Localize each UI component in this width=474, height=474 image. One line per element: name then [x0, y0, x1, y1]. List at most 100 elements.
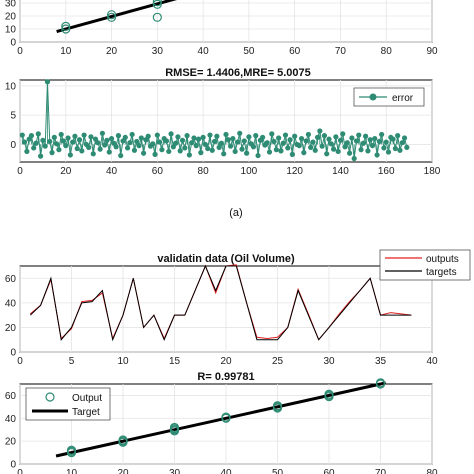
y-tick-label: 20	[5, 12, 17, 23]
error-point	[395, 133, 401, 139]
x-tick-label: 25	[272, 356, 284, 367]
error-point	[113, 144, 119, 150]
y-tick-label: 0	[10, 38, 16, 49]
legend-target-label: Target	[72, 407, 100, 418]
x-tick-label: 80	[426, 468, 438, 474]
output-point	[106, 10, 117, 20]
error-point	[40, 137, 46, 143]
error-point	[287, 137, 293, 143]
error-point	[173, 140, 179, 146]
error-point	[97, 146, 103, 152]
error-point	[124, 145, 131, 151]
error-point	[239, 146, 245, 152]
error-point	[214, 133, 220, 139]
error-point	[198, 150, 204, 156]
y-tick-label: 0	[10, 348, 16, 359]
output-point	[221, 412, 231, 422]
error-point	[308, 144, 314, 150]
regression-plot-title: R= 0.99781	[197, 371, 254, 383]
x-tick-label: 40	[106, 166, 118, 177]
x-tick-label: 100	[241, 166, 258, 177]
x-tick-label: 20	[220, 356, 232, 367]
error-point	[234, 139, 241, 145]
error-point	[51, 134, 57, 140]
x-tick-label: 0	[17, 356, 23, 367]
targets-series-line	[29, 264, 412, 342]
error-point	[42, 143, 48, 149]
output-point	[324, 389, 334, 399]
error-point	[211, 138, 218, 145]
error-point	[72, 133, 78, 139]
error-point	[182, 145, 188, 151]
y-tick-label: 0	[10, 140, 16, 151]
error-point	[276, 135, 282, 141]
legend-box	[25, 387, 111, 421]
error-point	[127, 140, 133, 146]
error-point	[38, 153, 44, 159]
y-tick-label: 20	[5, 323, 17, 334]
legend-output-label: Output	[72, 393, 102, 404]
error-point	[157, 139, 163, 145]
error-point	[90, 151, 96, 157]
error-point	[285, 145, 291, 151]
error-point	[255, 152, 261, 159]
error-point	[35, 131, 41, 137]
error-point	[189, 140, 195, 146]
error-point	[223, 131, 229, 138]
legend-output-marker	[45, 392, 55, 402]
x-tick-label: 20	[106, 46, 118, 57]
x-tick-label: 30	[323, 356, 335, 367]
x-tick-label: 15	[169, 356, 181, 367]
error-point	[44, 79, 51, 85]
error-point	[70, 139, 76, 145]
gridlines	[19, 0, 433, 43]
error-point	[390, 136, 396, 142]
marks	[19, 79, 410, 162]
error-point	[19, 132, 25, 138]
error-point	[191, 135, 197, 141]
error-point	[24, 148, 30, 155]
error-point	[136, 143, 142, 149]
x-tick-label: 90	[426, 46, 438, 57]
error-point	[260, 134, 266, 140]
tick-labels: 0 10 20 30 40 50 60 70 80 0 20 40 60	[5, 391, 438, 474]
output-point	[61, 21, 71, 31]
error-point	[49, 150, 55, 156]
error-point	[179, 137, 186, 143]
error-point	[401, 135, 408, 141]
error-point	[184, 133, 190, 139]
error-point	[131, 147, 138, 153]
error-point	[58, 131, 64, 138]
error-point	[65, 135, 71, 141]
error-point	[399, 140, 405, 146]
error-point	[60, 138, 67, 144]
error-point	[330, 146, 337, 152]
x-tick-label: 180	[424, 166, 441, 177]
legend-targets-label: targets	[426, 267, 457, 278]
error-point	[264, 140, 270, 146]
x-tick-label: 60	[152, 166, 164, 177]
x-tick-label: 60	[323, 468, 335, 474]
y-tick-label: 60	[5, 391, 17, 402]
x-tick-label: 0	[17, 468, 23, 474]
tick-labels: 0 5 10 15 20 25 30 35 40 0 20 40 60	[5, 274, 438, 367]
error-point	[47, 138, 53, 145]
x-tick-label: 10	[60, 46, 72, 57]
y-tick-label: 30	[5, 0, 17, 10]
y-tick-label: 10	[5, 81, 17, 92]
error-point	[363, 133, 369, 139]
error-point	[237, 130, 243, 136]
error-point	[314, 134, 321, 140]
x-tick-label: 20	[117, 468, 129, 474]
bottom-regression-panel: R= 0.99781 0 10 20 30 40 50 60 70 80 0 20 40 60 Outp…	[5, 371, 438, 474]
error-point	[385, 149, 392, 155]
error-point	[305, 131, 311, 138]
error-point	[108, 135, 115, 142]
top-regression-panel: 0102030405060708090010203040	[5, 0, 438, 57]
x-tick-label: 40	[426, 356, 438, 367]
error-point	[333, 134, 339, 140]
error-point	[21, 139, 28, 145]
error-point	[225, 137, 231, 143]
error-point	[392, 145, 398, 152]
error-point	[317, 128, 323, 134]
